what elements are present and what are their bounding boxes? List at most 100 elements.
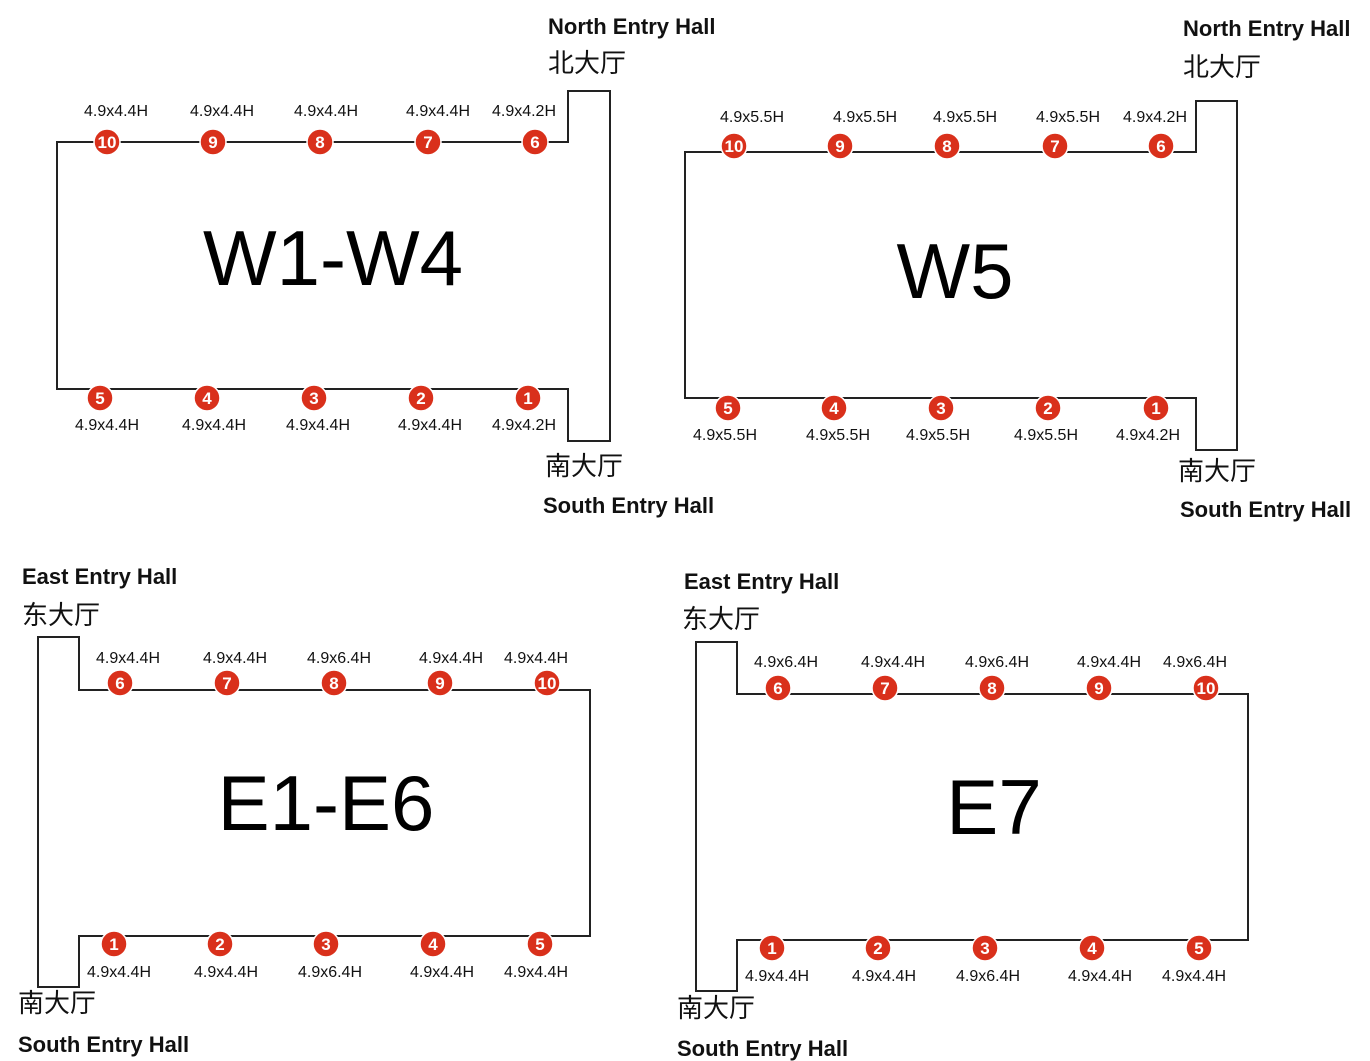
door-marker [533,669,561,697]
door-size-label: 4.9x5.5H [906,427,970,444]
door-number: 4 [1087,939,1097,958]
door-marker [407,384,435,412]
door-size-label: 4.9x4.4H [419,650,483,667]
door-10: 10 4.9x5.5H [720,109,784,160]
door-marker [320,669,348,697]
door-number: 5 [1194,939,1203,958]
door-size-label: 4.9x5.5H [1036,109,1100,126]
door-number: 4 [202,389,212,408]
door-9: 9 4.9x4.4H [419,650,483,697]
door-number: 4 [829,399,839,418]
door-number: 10 [98,133,117,152]
hall-outline [37,636,591,988]
entry-hall-label-bottom-cn: 南大厅 [545,452,623,482]
door-4: 4 4.9x4.4H [1068,934,1132,985]
door-marker [1147,132,1175,160]
door-size-label: 4.9x4.4H [87,964,151,981]
door-marker [426,669,454,697]
door-size-label: 4.9x4.4H [96,650,160,667]
door-8: 8 4.9x5.5H [933,109,997,160]
door-number: 9 [1094,679,1103,698]
door-marker [514,384,542,412]
door-marker [1034,394,1062,422]
door-7: 7 4.9x4.4H [203,650,267,697]
entry-hall-label-bottom: South Entry Hall [18,1032,189,1057]
entry-hall-label-bottom-cn: 南大厅 [1178,457,1256,487]
door-number: 5 [95,389,104,408]
door-size-label: 4.9x4.4H [194,964,258,981]
door-marker [521,128,549,156]
door-number: 7 [222,674,231,693]
door-marker [764,674,792,702]
door-marker [100,930,128,958]
door-size-label: 4.9x4.4H [75,417,139,434]
door-number: 1 [767,939,776,958]
door-9: 9 4.9x4.4H [1077,654,1141,702]
entry-hall-label-bottom-cn: 南大厅 [18,989,96,1019]
door-number: 8 [329,674,338,693]
door-number: 2 [416,389,425,408]
door-size-label: 4.9x6.4H [1163,654,1227,671]
door-marker [826,132,854,160]
door-size-label: 4.9x6.4H [307,650,371,667]
entry-hall-label-bottom-cn: 南大厅 [677,994,755,1024]
entry-hall-label-top: East Entry Hall [22,564,177,589]
door-3: 3 4.9x5.5H [906,394,970,444]
door-size-label: 4.9x4.4H [406,103,470,120]
entry-hall-label-top-cn: 北大厅 [548,49,626,79]
entry-hall-label-top-cn: 东大厅 [22,601,100,631]
door-9: 9 4.9x4.4H [190,103,254,156]
door-3: 3 4.9x6.4H [298,930,362,981]
door-number: 5 [535,935,544,954]
door-size-label: 4.9x4.4H [182,417,246,434]
plan-title: E7 [946,763,1041,851]
door-number: 10 [1197,679,1216,698]
door-size-label: 4.9x4.4H [1077,654,1141,671]
door-number: 1 [109,935,118,954]
door-6: 6 4.9x4.2H [492,103,556,156]
door-marker [419,930,447,958]
door-marker [526,930,554,958]
door-1: 1 4.9x4.2H [1116,394,1180,444]
door-number: 6 [115,674,124,693]
door-2: 2 4.9x4.4H [852,934,916,985]
door-marker [714,394,742,422]
door-2: 2 4.9x4.4H [398,384,462,434]
door-marker [206,930,234,958]
door-marker [820,394,848,422]
door-size-label: 4.9x4.4H [861,654,925,671]
door-size-label: 4.9x4.4H [84,103,148,120]
door-marker [106,669,134,697]
door-marker [199,128,227,156]
door-marker [933,132,961,160]
door-5: 5 4.9x4.4H [75,384,139,434]
door-7: 7 4.9x5.5H [1036,109,1100,160]
door-marker [193,384,221,412]
door-size-label: 4.9x5.5H [720,109,784,126]
door-6: 6 4.9x4.2H [1123,109,1187,160]
door-marker [1142,394,1170,422]
door-6: 6 4.9x4.4H [96,650,160,697]
door-marker [758,934,786,962]
door-size-label: 4.9x6.4H [754,654,818,671]
door-number: 7 [880,679,889,698]
door-8: 8 4.9x6.4H [307,650,371,697]
door-size-label: 4.9x4.4H [1162,968,1226,985]
door-marker [927,394,955,422]
door-number: 2 [1043,399,1052,418]
entry-hall-label-bottom: South Entry Hall [677,1036,848,1061]
door-marker [1078,934,1106,962]
door-10: 10 4.9x4.4H [504,650,568,697]
door-marker [213,669,241,697]
door-marker [86,384,114,412]
hall-outline [56,90,611,442]
door-marker [978,674,1006,702]
door-4: 4 4.9x4.4H [410,930,474,981]
door-3: 3 4.9x4.4H [286,384,350,434]
door-number: 2 [873,939,882,958]
door-3: 3 4.9x6.4H [956,934,1020,985]
door-marker [1041,132,1069,160]
door-number: 6 [1156,137,1165,156]
door-size-label: 4.9x5.5H [833,109,897,126]
